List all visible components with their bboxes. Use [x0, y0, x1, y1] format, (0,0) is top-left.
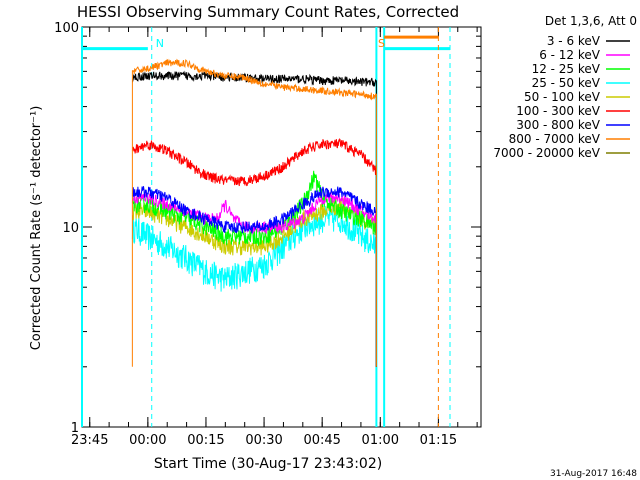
x-tick-label: 01:15	[420, 433, 457, 448]
y-tick-label: 10	[62, 221, 79, 236]
legend-label: 7000 - 20000 keV	[493, 146, 600, 160]
series-line-800-7000-keV	[131, 58, 377, 367]
series-line-100-300-keV	[131, 138, 377, 367]
chart-title: HESSI Observing Summary Count Rates, Cor…	[77, 3, 459, 21]
legend-label: 800 - 7000 keV	[509, 132, 601, 146]
legend-header: Det 1,3,6, Att 0	[545, 14, 637, 28]
x-axis-label: Start Time (30-Aug-17 23:43:02)	[154, 456, 382, 472]
legend-label: 12 - 25 keV	[532, 62, 601, 76]
x-tick-label: 01:00	[362, 433, 399, 448]
y-tick-label: 1	[71, 421, 79, 436]
x-tick-label: 23:45	[71, 433, 108, 448]
y-axis-label: Corrected Count Rate (s⁻¹ detector⁻¹)	[29, 106, 44, 351]
series-line-3-6-keV	[131, 70, 377, 367]
marker-label: N	[156, 37, 164, 50]
x-tick-label: 00:15	[187, 433, 224, 448]
legend-label: 25 - 50 keV	[532, 76, 601, 90]
legend-label: 300 - 800 keV	[516, 118, 600, 132]
legend-label: 3 - 6 keV	[547, 34, 601, 48]
series-line-12-25-keV	[131, 170, 377, 367]
legend-label: 100 - 300 keV	[516, 104, 600, 118]
y-tick-label: 100	[54, 21, 79, 36]
legend-label: 6 - 12 keV	[539, 48, 601, 62]
legend-label: 50 - 100 keV	[524, 90, 601, 104]
x-tick-label: 00:00	[129, 433, 166, 448]
x-tick-label: 00:30	[245, 433, 282, 448]
x-tick-label: 00:45	[303, 433, 340, 448]
marker-label: S	[378, 37, 385, 50]
series-line-300-800-keV	[131, 186, 377, 367]
footer-timestamp: 31-Aug-2017 16:48	[550, 469, 637, 479]
